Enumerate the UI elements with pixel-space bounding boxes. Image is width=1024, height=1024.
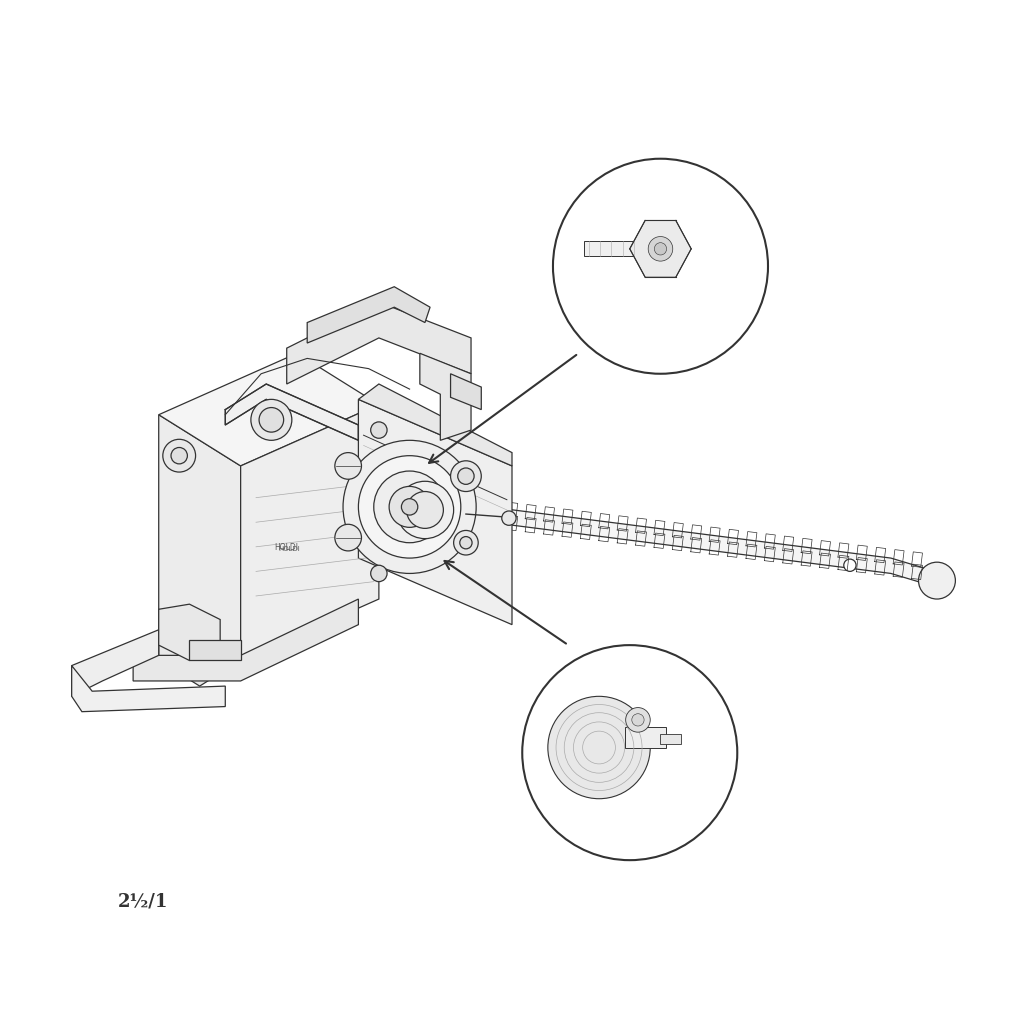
Polygon shape <box>159 353 379 466</box>
Circle shape <box>371 422 387 438</box>
Circle shape <box>632 714 644 726</box>
Circle shape <box>389 486 430 527</box>
Circle shape <box>553 159 768 374</box>
Circle shape <box>343 440 476 573</box>
Polygon shape <box>241 404 379 660</box>
Circle shape <box>371 565 387 582</box>
Polygon shape <box>420 353 471 440</box>
Circle shape <box>358 456 461 558</box>
Text: 2½/1: 2½/1 <box>118 892 168 910</box>
Polygon shape <box>189 640 241 660</box>
Polygon shape <box>584 241 645 256</box>
Circle shape <box>522 645 737 860</box>
Circle shape <box>171 447 187 464</box>
Circle shape <box>335 524 361 551</box>
Circle shape <box>374 471 445 543</box>
Polygon shape <box>159 415 241 660</box>
Polygon shape <box>358 399 512 625</box>
Circle shape <box>396 481 454 539</box>
Circle shape <box>458 468 474 484</box>
Circle shape <box>163 439 196 472</box>
Circle shape <box>919 562 955 599</box>
Circle shape <box>502 511 516 525</box>
Circle shape <box>401 499 418 515</box>
Polygon shape <box>159 609 241 686</box>
Polygon shape <box>159 604 220 660</box>
Polygon shape <box>133 599 358 681</box>
Polygon shape <box>630 220 691 278</box>
Circle shape <box>844 559 856 571</box>
Circle shape <box>460 537 472 549</box>
Polygon shape <box>72 630 159 696</box>
Circle shape <box>251 399 292 440</box>
Circle shape <box>626 708 650 732</box>
Polygon shape <box>369 492 942 589</box>
Circle shape <box>259 408 284 432</box>
Circle shape <box>451 461 481 492</box>
Circle shape <box>335 453 361 479</box>
Polygon shape <box>451 374 481 410</box>
Polygon shape <box>625 727 666 748</box>
Polygon shape <box>72 666 225 712</box>
Polygon shape <box>307 287 430 343</box>
Circle shape <box>654 243 667 255</box>
Text: HOLDI: HOLDI <box>274 543 298 552</box>
Circle shape <box>648 237 673 261</box>
Polygon shape <box>225 384 358 440</box>
Text: HOLDI: HOLDI <box>279 546 300 552</box>
Circle shape <box>454 530 478 555</box>
Polygon shape <box>287 302 471 384</box>
Polygon shape <box>660 734 681 744</box>
Circle shape <box>407 492 443 528</box>
Polygon shape <box>358 384 512 466</box>
Circle shape <box>548 696 650 799</box>
